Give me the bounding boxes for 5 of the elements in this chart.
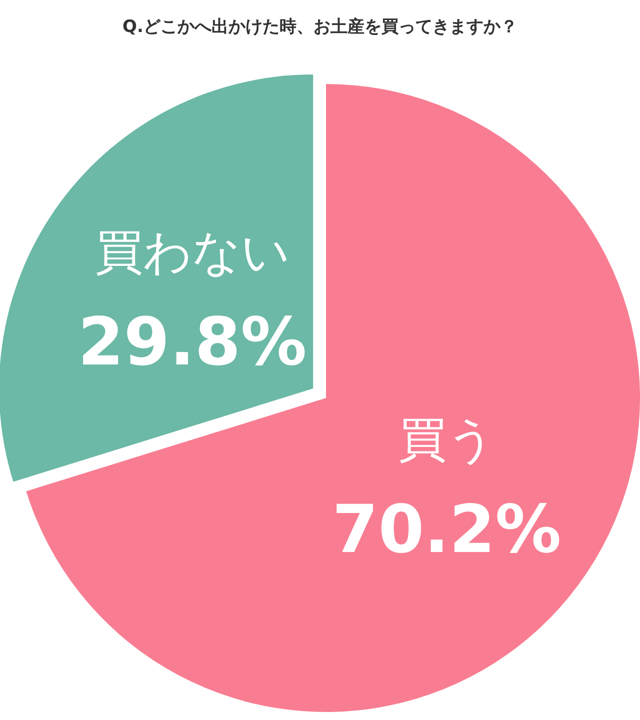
slice-label: 買う xyxy=(398,412,496,468)
data-label: 70.2% xyxy=(332,490,562,568)
data-label: 29.8% xyxy=(78,304,307,381)
slice-label: 買わない xyxy=(94,224,290,281)
chart-title: Q.どこかへ出かけた時、お土産を買ってきますか？ xyxy=(122,17,518,37)
